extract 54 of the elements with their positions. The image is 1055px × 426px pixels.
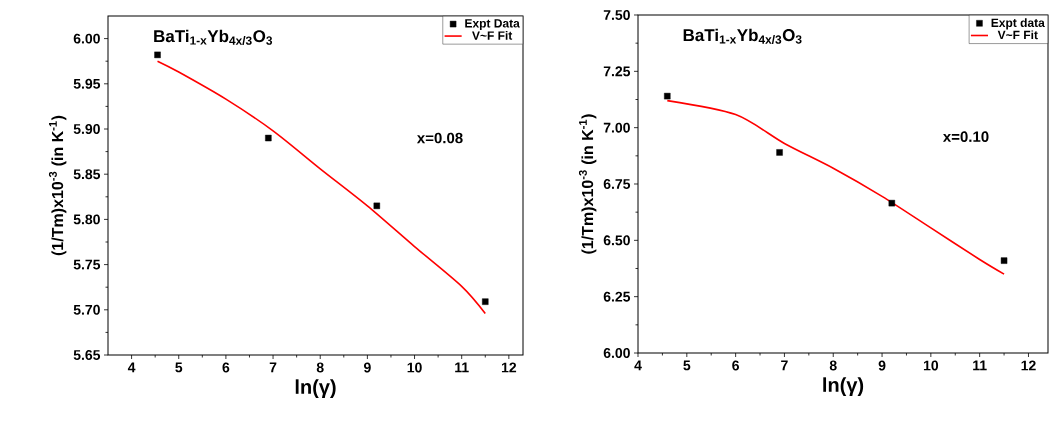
x-tick-label: 12 (1021, 360, 1036, 371)
point (373, 202, 381, 210)
y-tick-label: 5.80 (73, 214, 100, 225)
legend-label: V~F Fit (997, 30, 1038, 40)
x-tick-label: 5 (683, 360, 691, 371)
x-tick-label: 8 (316, 362, 324, 373)
y-tick-label: 7.25 (603, 66, 631, 77)
x-tick-label: 9 (363, 362, 371, 373)
line-series (156, 60, 487, 315)
y-tick-label: 6.25 (603, 291, 631, 302)
point (888, 199, 896, 207)
x-tick-label: 12 (501, 362, 517, 373)
y-tick-label: 5.70 (73, 304, 100, 315)
y-tick-label: 7.00 (603, 122, 630, 133)
x-tick-label: 9 (878, 360, 886, 371)
x-tick-label: 4 (127, 362, 136, 373)
x-tick-label: 7 (269, 362, 277, 373)
point (482, 298, 489, 305)
chart-title: BaTi$_{1-x}$Yb$_{4x/3}$O$_{3}$ (154, 29, 273, 45)
x-tick-label: 10 (923, 360, 939, 371)
chart-title: BaTi$_{1-x}$Yb$_{4x/3}$O$_{3}$ (683, 28, 802, 44)
y-tick-label: 6.00 (603, 348, 630, 358)
x-tick-label: 6 (732, 360, 740, 371)
x-tick-label: 11 (455, 362, 469, 373)
legend-label: V~F Fit (472, 30, 513, 40)
point (776, 149, 783, 156)
y-tick-label: 7.50 (603, 10, 630, 20)
y-tick-label: 5.65 (73, 350, 101, 360)
y-axis-title: (1/Tm)x10$^{-3}$ (in K$^{-1}$) (578, 114, 597, 254)
annotation: x=0.10 (942, 131, 989, 142)
x-axis-title: ln(γ) (823, 377, 864, 396)
y-axis-title: (1/Tm)x10$^{-3}$ (in K$^{-1}$) (48, 115, 67, 256)
x-tick-label: 5 (175, 362, 183, 373)
point (154, 51, 161, 59)
point (664, 92, 671, 100)
x-tick-label: 7 (781, 360, 788, 371)
y-tick-label: 5.75 (73, 259, 101, 270)
x-tick-label: 4 (634, 360, 642, 371)
y-tick-label: 5.90 (73, 124, 100, 134)
x-tick-label: 10 (407, 362, 422, 373)
x-tick-label: 6 (222, 362, 230, 373)
x-tick-label: 11 (973, 360, 987, 371)
legend-label: Expt data (991, 18, 1045, 30)
legend-label: Expt Data (465, 19, 520, 30)
y-tick-label: 6.50 (603, 235, 630, 246)
y-tick-label: 6.75 (603, 179, 631, 189)
x-tick-label: 8 (829, 360, 837, 371)
y-tick-label: 6.00 (73, 33, 100, 44)
annotation: x=0.08 (416, 132, 463, 144)
y-tick-label: 5.85 (73, 169, 101, 180)
point (1000, 257, 1008, 264)
point (265, 134, 272, 142)
x-axis-title: ln(γ) (295, 379, 336, 398)
y-tick-label: 5.95 (73, 78, 101, 89)
